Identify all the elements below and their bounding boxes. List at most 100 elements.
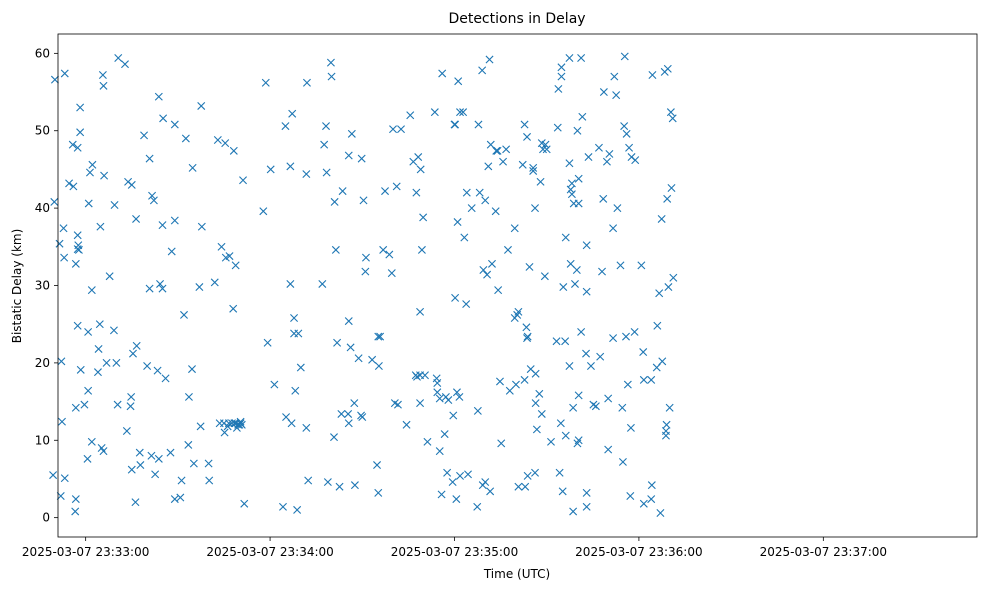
data-point-marker <box>456 108 465 117</box>
data-point-marker <box>374 332 383 341</box>
data-point-marker <box>494 286 503 295</box>
data-point-marker <box>132 341 141 350</box>
data-point-marker <box>594 143 603 152</box>
data-point-marker <box>485 55 494 64</box>
data-point-marker <box>433 379 442 387</box>
data-point-marker <box>453 218 462 227</box>
data-point-marker <box>416 165 425 174</box>
data-point-marker <box>50 197 59 206</box>
data-point-marker <box>511 380 520 389</box>
data-point-marker <box>197 222 206 231</box>
data-point-marker <box>612 91 621 100</box>
x-axis-label: Time (UTC) <box>483 567 550 581</box>
data-point-marker <box>620 122 629 131</box>
data-point-marker <box>231 261 240 270</box>
data-point-marker <box>213 136 222 145</box>
data-point-marker <box>537 409 546 418</box>
data-point-marker <box>610 72 619 81</box>
data-point-marker <box>486 487 495 496</box>
axis-ticks: 2025-03-07 23:33:00 2025-03-07 23:34:00 20… <box>22 46 887 559</box>
data-point-marker <box>531 204 540 213</box>
y-tick-label: 50 <box>35 124 50 138</box>
y-tick-label: 30 <box>35 279 50 293</box>
y-axis-label: Bistatic Delay (km) <box>10 229 24 344</box>
data-point-marker <box>656 509 665 517</box>
data-point-marker <box>100 171 109 180</box>
data-point-marker <box>94 344 103 353</box>
data-point-marker <box>451 120 460 129</box>
data-point-marker <box>304 476 313 485</box>
data-point-marker <box>520 120 529 129</box>
data-point-marker <box>412 188 421 197</box>
data-point-marker <box>127 465 136 474</box>
data-point-marker <box>49 471 58 480</box>
data-point-marker <box>602 157 611 166</box>
data-point-marker <box>184 440 193 449</box>
data-point-marker <box>287 419 296 428</box>
data-point-marker <box>136 461 145 470</box>
data-point-marker <box>647 481 656 490</box>
data-point-marker <box>85 168 94 177</box>
data-point-marker <box>225 252 234 261</box>
data-point-marker <box>60 253 69 262</box>
data-point-marker <box>195 283 204 292</box>
data-point-marker <box>555 468 564 477</box>
data-point-marker <box>443 468 452 477</box>
data-point-marker <box>69 182 78 191</box>
data-point-marker <box>663 194 672 203</box>
data-point-marker <box>357 154 366 163</box>
data-point-marker <box>523 132 532 141</box>
data-point-marker <box>322 122 331 131</box>
data-point-marker <box>114 54 123 62</box>
data-point-marker <box>217 242 226 251</box>
data-point-marker <box>87 286 96 295</box>
data-point-marker <box>170 495 179 504</box>
data-point-marker <box>197 101 206 110</box>
data-point-marker <box>240 499 249 508</box>
data-point-marker <box>648 71 657 80</box>
data-point-marker <box>196 422 205 431</box>
data-point-marker <box>80 400 89 409</box>
data-point-marker <box>291 386 300 395</box>
data-point-marker <box>65 179 74 188</box>
data-point-marker <box>589 400 598 409</box>
data-point-marker <box>523 471 532 480</box>
data-point-marker <box>666 108 675 117</box>
data-point-marker <box>557 72 566 81</box>
data-point-marker <box>330 197 339 206</box>
data-point-marker <box>143 361 152 370</box>
data-point-marker <box>620 52 629 61</box>
data-point-marker <box>158 221 167 230</box>
data-point-marker <box>57 357 66 366</box>
data-point-marker <box>154 92 163 101</box>
data-point-marker <box>361 253 370 262</box>
data-point-marker <box>630 327 639 336</box>
y-axis-label-group: Bistatic Delay (km) <box>10 229 24 344</box>
x-tick-label: 2025-03-07 23:35:00 <box>391 545 518 559</box>
data-point-marker <box>467 204 476 213</box>
data-point-marker <box>456 471 465 480</box>
data-point-marker <box>331 245 340 254</box>
data-point-marker <box>318 279 327 288</box>
data-point-marker <box>473 406 482 415</box>
data-point-marker <box>109 326 118 335</box>
data-point-marker <box>637 261 646 270</box>
data-point-marker <box>437 490 446 499</box>
data-point-marker <box>492 146 501 155</box>
data-point-marker <box>180 310 189 319</box>
plot-area-frame <box>57 33 978 538</box>
data-point-marker <box>435 394 444 403</box>
data-point-marker <box>393 400 402 409</box>
data-point-marker <box>359 196 368 205</box>
data-point-marker <box>493 146 502 155</box>
data-point-marker <box>478 66 487 75</box>
data-point-marker <box>344 409 353 418</box>
data-point-marker <box>170 120 179 129</box>
data-point-marker <box>76 365 85 374</box>
data-point-marker <box>188 163 197 172</box>
data-point-marker <box>622 332 630 341</box>
data-point-marker <box>71 403 80 412</box>
data-point-marker <box>604 394 613 403</box>
